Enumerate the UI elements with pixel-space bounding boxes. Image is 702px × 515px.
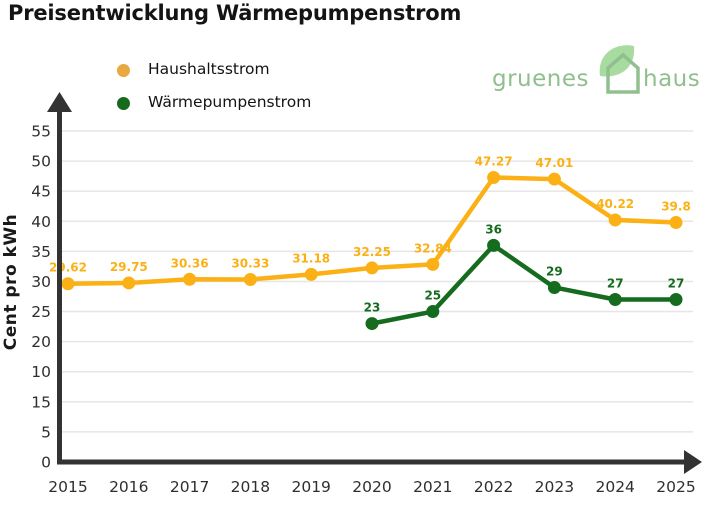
- waermepumpenstrom-point: [608, 293, 622, 307]
- haushaltsstrom-point: [122, 276, 136, 290]
- gruenes-haus-logo: gruenes haus: [492, 40, 700, 96]
- y-tick-label: 25: [31, 303, 51, 321]
- x-tick-label: 2019: [291, 478, 330, 496]
- y-tick-label: 15: [31, 393, 51, 411]
- y-tick-label: 20: [31, 333, 51, 351]
- y-tick-label: 35: [31, 243, 51, 261]
- y-tick-label: 45: [31, 183, 51, 201]
- logo-word-gruenes: gruenes: [492, 66, 589, 92]
- waermepumpenstrom-dot-icon: [117, 96, 130, 110]
- legend-item-waermepumpenstrom: Wärmepumpenstrom: [117, 92, 311, 114]
- waermepumpenstrom-point: [547, 280, 561, 294]
- x-tick-label: 2021: [413, 478, 452, 496]
- y-tick-label: 5: [41, 423, 51, 441]
- haushaltsstrom-point: [183, 272, 197, 286]
- y-tick-label: 30: [31, 273, 51, 291]
- haushaltsstrom-value-label: 39.8: [661, 199, 691, 213]
- legend-item-haushaltsstrom: Haushaltsstrom: [117, 59, 311, 81]
- logo-word-haus: haus: [643, 66, 701, 92]
- legend: Haushaltsstrom Wärmepumpenstrom: [117, 59, 311, 125]
- waermepumpenstrom-value-label: 27: [607, 277, 624, 291]
- x-axis-arrow-icon: [684, 450, 702, 474]
- x-tick-label: 2017: [170, 478, 209, 496]
- y-tick-label: 0: [41, 454, 51, 472]
- haushaltsstrom-dot-icon: [117, 63, 130, 77]
- haushaltsstrom-value-label: 31.18: [292, 251, 330, 265]
- x-tick-label: 2022: [474, 478, 513, 496]
- haushaltsstrom-value-label: 40.22: [596, 197, 634, 211]
- waermepumpenstrom-line: [369, 243, 679, 326]
- haushaltsstrom-point: [304, 267, 318, 281]
- x-tick-label: 2025: [656, 478, 695, 496]
- haushaltsstrom-point: [61, 277, 75, 291]
- haushaltsstrom-value-label: 32.25: [353, 245, 391, 259]
- haushaltsstrom-point: [547, 172, 561, 186]
- waermepumpenstrom-value-label: 36: [485, 222, 502, 236]
- x-tick-label: 2023: [535, 478, 574, 496]
- y-tick-label: 10: [31, 363, 51, 381]
- haushaltsstrom-point: [669, 215, 683, 229]
- waermepumpenstrom-value-label: 29: [546, 264, 563, 278]
- waermepumpenstrom-value-label: 23: [364, 301, 381, 315]
- x-tick-label: 2024: [595, 478, 634, 496]
- waermepumpenstrom-point: [365, 317, 379, 331]
- x-tick-label: 2018: [231, 478, 270, 496]
- y-axis-arrow-icon: [47, 92, 72, 112]
- haushaltsstrom-point: [426, 257, 440, 271]
- haushaltsstrom-point: [365, 261, 379, 275]
- waermepumpenstrom-point: [487, 238, 501, 252]
- waermepumpenstrom-value-label: 27: [668, 277, 685, 291]
- waermepumpenstrom-point: [426, 305, 440, 319]
- x-tick-label: 2016: [109, 478, 148, 496]
- haushaltsstrom-value-label: 32.84: [414, 241, 452, 255]
- x-tick-label: 2020: [352, 478, 391, 496]
- haushaltsstrom-point: [608, 213, 622, 227]
- x-tick-label: 2015: [48, 478, 87, 496]
- haushaltsstrom-value-label: 30.36: [171, 256, 209, 270]
- haushaltsstrom-point: [487, 171, 501, 185]
- y-tick-label: 55: [31, 123, 51, 141]
- waermepumpenstrom-point: [669, 293, 683, 307]
- y-tick-label: 50: [31, 153, 51, 171]
- y-tick-label: 40: [31, 213, 51, 231]
- haushaltsstrom-value-label: 29.75: [110, 260, 148, 274]
- page-title: Preisentwicklung Wärmepumpenstrom: [8, 1, 462, 25]
- leaf-house-icon: [590, 40, 642, 96]
- waermepumpenstrom-value-label: 25: [424, 289, 441, 303]
- haushaltsstrom-value-label: 47.01: [535, 156, 573, 170]
- haushaltsstrom-value-label: 30.33: [231, 256, 269, 270]
- legend-label-waermepumpenstrom: Wärmepumpenstrom: [148, 93, 312, 112]
- haushaltsstrom-value-label: 47.27: [475, 155, 513, 169]
- haushaltsstrom-value-label: 29.62: [49, 261, 87, 275]
- haushaltsstrom-point: [243, 272, 257, 286]
- legend-label-haushaltsstrom: Haushaltsstrom: [148, 60, 270, 79]
